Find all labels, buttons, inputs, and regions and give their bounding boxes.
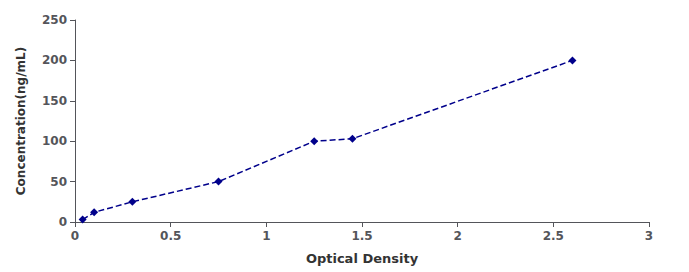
svg-text:Concentration(ng/mL): Concentration(ng/mL) xyxy=(14,47,28,195)
svg-text:0: 0 xyxy=(71,229,79,243)
svg-text:Optical Density: Optical Density xyxy=(306,251,419,266)
svg-text:1.5: 1.5 xyxy=(351,229,372,243)
svg-text:2.5: 2.5 xyxy=(543,229,564,243)
svg-text:250: 250 xyxy=(42,13,67,27)
svg-text:50: 50 xyxy=(50,175,67,189)
svg-text:3: 3 xyxy=(645,229,653,243)
svg-text:1: 1 xyxy=(262,229,270,243)
svg-text:150: 150 xyxy=(42,94,67,108)
svg-text:200: 200 xyxy=(42,53,67,67)
svg-text:100: 100 xyxy=(42,134,67,148)
svg-text:0: 0 xyxy=(59,215,67,229)
svg-text:2: 2 xyxy=(453,229,461,243)
svg-text:0.5: 0.5 xyxy=(160,229,181,243)
